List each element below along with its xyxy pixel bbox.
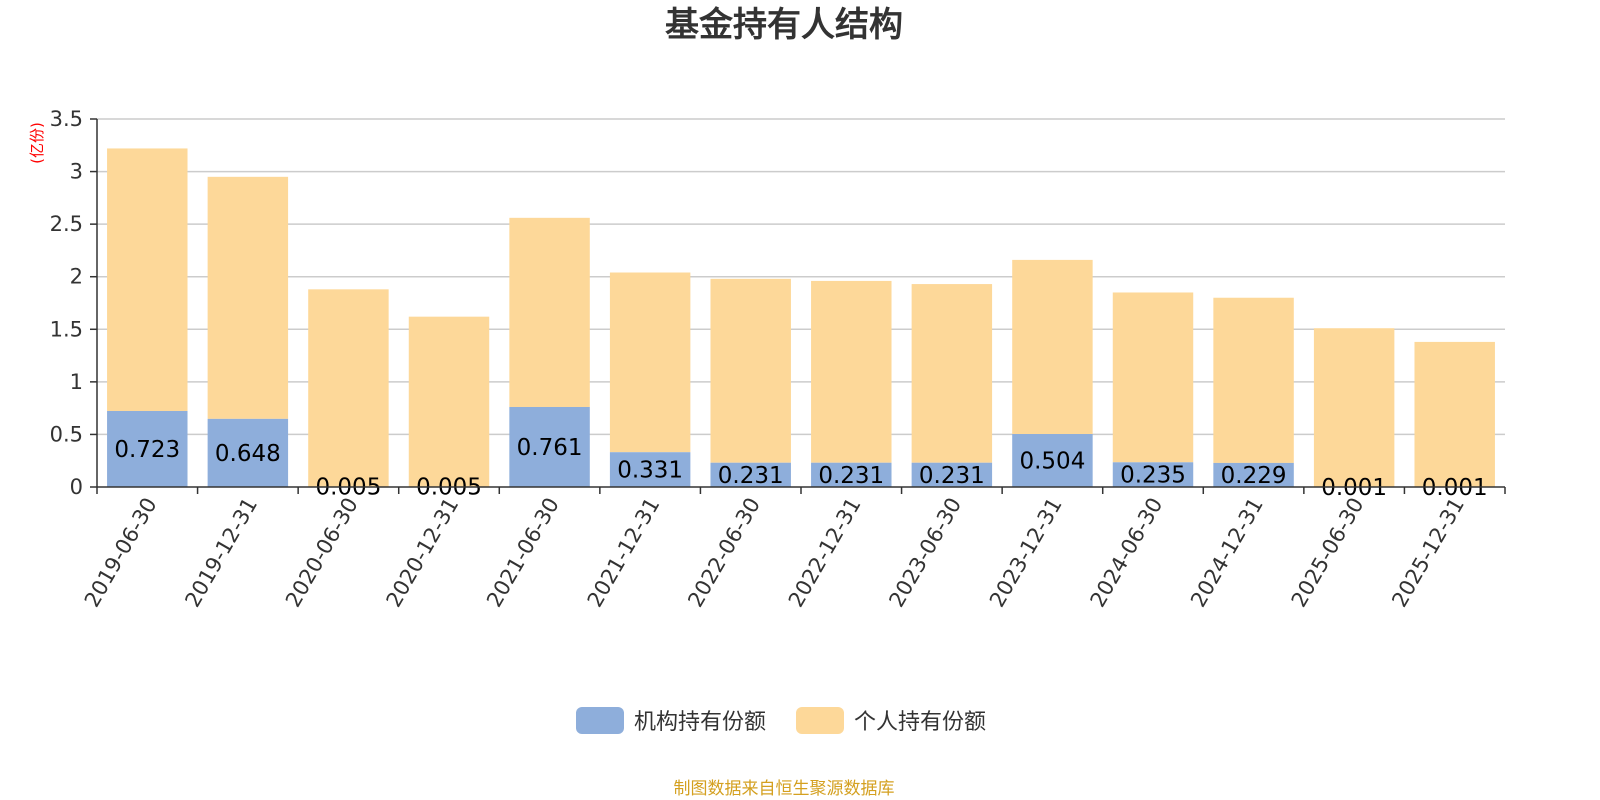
x-tick-label: 2021-12-31 xyxy=(583,494,665,612)
y-tick-label: 2 xyxy=(70,265,83,289)
bar-individual-2024-06-30 xyxy=(1112,292,1194,463)
bar-individual-2019-06-30 xyxy=(107,148,188,411)
data-label-institutional: 0.229 xyxy=(1221,463,1287,489)
data-label-institutional: 0.504 xyxy=(1019,449,1085,475)
data-label-institutional: 0.648 xyxy=(215,441,281,467)
bar-individual-2021-06-30 xyxy=(509,217,590,407)
bar-institutional-2019-06-30 xyxy=(107,410,188,487)
x-tick-label: 2025-12-31 xyxy=(1387,494,1469,612)
bar-institutional-2022-06-30 xyxy=(710,462,791,487)
source-note: 制图数据来自恒生聚源数据库 xyxy=(674,779,895,799)
chart-title: 基金持有人结构 xyxy=(665,5,903,45)
data-label-institutional: 0.331 xyxy=(617,458,683,484)
bar-institutional-2023-06-30 xyxy=(911,462,993,487)
bar-individual-2024-12-31 xyxy=(1213,297,1294,463)
data-label-institutional: 0.001 xyxy=(1422,475,1488,501)
bar-individual-2023-06-30 xyxy=(911,284,993,463)
x-tick-label: 2023-12-31 xyxy=(985,494,1067,612)
data-label-institutional: 0.761 xyxy=(517,435,583,461)
y-tick-label: 0 xyxy=(70,475,83,499)
x-tick-label: 2024-06-30 xyxy=(1086,494,1168,612)
x-tick-label: 2022-06-30 xyxy=(683,494,765,612)
x-tick-label: 2021-06-30 xyxy=(482,494,564,612)
bar-individual-2020-12-31 xyxy=(408,316,490,487)
bar-individual-2022-12-31 xyxy=(811,280,892,463)
data-label-institutional: 0.235 xyxy=(1120,463,1186,489)
bar-institutional-2021-12-31 xyxy=(609,452,691,487)
legend-item-institutional[interactable]: 机构持有份额 xyxy=(576,707,766,735)
data-label-institutional: 0.231 xyxy=(919,463,985,489)
data-label-institutional: 0.001 xyxy=(1321,475,1387,501)
bar-institutional-2019-12-31 xyxy=(207,418,289,487)
x-tick-label: 2023-06-30 xyxy=(884,494,966,612)
legend-label: 个人持有份额 xyxy=(854,710,986,735)
x-tick-label: 2019-06-30 xyxy=(80,494,162,612)
data-label-institutional: 0.231 xyxy=(818,463,884,489)
bar-individual-2021-12-31 xyxy=(609,272,691,453)
y-axis-unit-label: (亿份) xyxy=(28,122,46,164)
bar-individual-2019-12-31 xyxy=(207,176,289,419)
x-tick-label: 2025-06-30 xyxy=(1287,494,1369,612)
bar-institutional-2024-06-30 xyxy=(1112,462,1194,487)
x-tick-label: 2024-12-31 xyxy=(1186,494,1268,612)
y-tick-label: 0.5 xyxy=(50,422,83,446)
y-tick-label: 1.5 xyxy=(50,317,83,341)
y-tick-label: 3 xyxy=(70,160,83,184)
legend-swatch xyxy=(576,707,624,734)
bar-individual-2020-06-30 xyxy=(308,289,389,487)
x-tick-label: 2022-12-31 xyxy=(784,494,866,612)
bar-individual-2022-06-30 xyxy=(710,278,791,463)
y-tick-label: 1 xyxy=(70,370,83,394)
x-tick-label: 2020-12-31 xyxy=(382,494,464,612)
bar-individual-2025-06-30 xyxy=(1313,328,1395,487)
bar-institutional-2024-12-31 xyxy=(1213,462,1294,487)
bar-individual-2023-12-31 xyxy=(1012,259,1093,435)
bar-institutional-2023-12-31 xyxy=(1012,434,1093,487)
legend-swatch xyxy=(796,707,844,734)
bar-institutional-2022-12-31 xyxy=(811,462,892,487)
y-tick-label: 2.5 xyxy=(50,212,83,236)
legend-item-individual[interactable]: 个人持有份额 xyxy=(796,707,986,735)
legend-label: 机构持有份额 xyxy=(634,710,766,735)
x-tick-label: 2019-12-31 xyxy=(180,494,262,612)
bar-individual-2025-12-31 xyxy=(1414,341,1495,487)
y-tick-label: 3.5 xyxy=(50,107,83,131)
data-label-institutional: 0.723 xyxy=(114,437,180,463)
bar-institutional-2021-06-30 xyxy=(509,406,590,487)
legend[interactable]: 机构持有份额 个人持有份额 xyxy=(576,707,986,735)
data-label-institutional: 0.231 xyxy=(718,463,784,489)
x-tick-label: 2020-06-30 xyxy=(281,494,363,612)
